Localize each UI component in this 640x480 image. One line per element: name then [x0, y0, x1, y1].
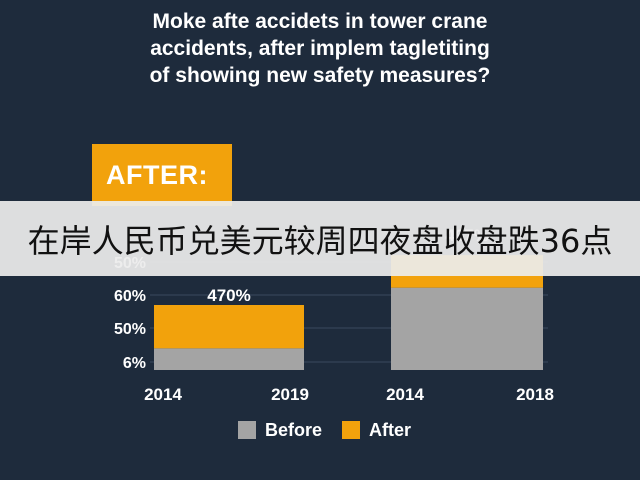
legend-swatch-after [342, 421, 361, 439]
bar-before [391, 287, 543, 370]
bar-before [154, 348, 304, 370]
title-line-2: accidents, after implem tagletiting [150, 37, 490, 60]
x-tick-label: 2014 [144, 385, 182, 404]
bar-after [154, 305, 304, 349]
y-tick-label: 50% [114, 321, 146, 338]
legend-swatch-before [238, 421, 256, 439]
x-tick-label: 2019 [271, 385, 309, 404]
bar-value-label: 470% [207, 286, 250, 305]
y-tick-label: 60% [114, 288, 146, 305]
after-badge: AFTER: [92, 144, 232, 206]
legend: Before After [238, 418, 411, 442]
legend-item-after: After [342, 420, 411, 441]
y-tick-label: 6% [123, 355, 146, 372]
x-tick-label: 2014 [386, 385, 424, 404]
after-badge-label: AFTER: [106, 160, 208, 190]
legend-item-before: Before [238, 420, 322, 441]
chart-title: Moke afte accidets in tower crane accide… [0, 8, 640, 89]
title-line-3: of showing new safety measures? [149, 64, 491, 87]
caption-overlay: 在岸人民币兑美元较周四夜盘收盘跌36点 [0, 201, 640, 276]
title-line-1: Moke afte accidets in tower crane [152, 10, 488, 33]
caption-text: 在岸人民币兑美元较周四夜盘收盘跌36点 [27, 221, 613, 260]
x-tick-label: 2018 [516, 385, 554, 404]
legend-label-before: Before [265, 419, 323, 440]
legend-label-after: After [369, 419, 412, 440]
